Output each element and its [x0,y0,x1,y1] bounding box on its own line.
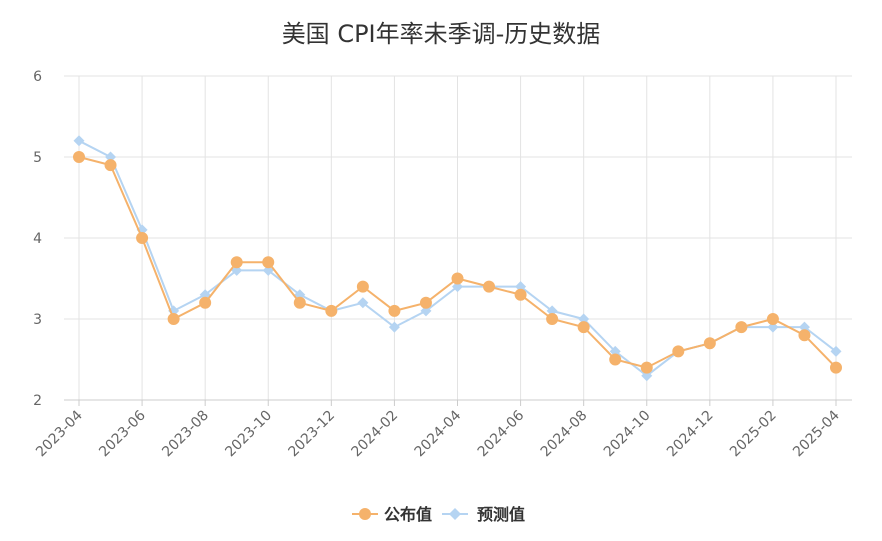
data-point-actual [419,296,432,309]
data-point-actual [766,313,779,325]
data-point-forecast [767,321,779,333]
data-point-actual [104,159,117,172]
data-point-actual [577,321,590,334]
data-point-actual [798,329,811,342]
x-tick-label: 2024-06 [475,407,528,460]
legend-marker-diamond [449,508,461,520]
data-point-forecast [641,370,653,382]
data-point-forecast [830,345,842,357]
data-point-actual [356,280,369,293]
x-tick-label: 2023-10 [222,408,275,461]
data-point-actual [388,304,401,317]
chart-title: 美国 CPI年率未季调-历史数据 [281,20,601,48]
data-point-actual [483,280,496,293]
data-point-actual [640,361,653,374]
data-point-forecast [420,305,432,317]
data-point-forecast [357,297,369,309]
data-point-forecast [73,135,85,147]
data-point-actual [73,151,85,163]
data-point-actual [199,296,212,309]
data-point-forecast [388,321,400,333]
y-tick-label: 3 [33,312,42,328]
data-point-forecast [609,345,621,357]
data-point-actual [830,361,842,374]
data-point-actual [230,256,243,269]
x-tick-label: 2024-12 [664,408,717,461]
data-point-actual [167,313,180,325]
x-tick-label: 2025-02 [727,408,780,461]
y-tick-label: 5 [33,150,42,166]
legend-label: 公布值 [384,505,432,524]
data-point-actual [703,337,716,350]
x-tick-label: 2024-04 [412,407,465,460]
data-point-forecast [546,305,558,317]
data-point-forecast [262,264,274,276]
x-tick-label: 2023-12 [285,408,338,461]
data-point-forecast [294,289,306,301]
data-point-actual [451,272,464,285]
data-point-forecast [231,264,243,276]
x-tick-label: 2023-08 [159,408,212,461]
data-point-actual [293,296,306,309]
data-point-forecast [515,281,527,293]
legend-label: 预测值 [477,505,525,524]
data-point-forecast [452,281,463,293]
data-point-actual [325,304,338,317]
y-tick-label: 2 [33,393,42,409]
data-point-forecast [105,151,117,163]
x-tick-label: 2023-04 [33,407,86,460]
legend-marker-circle [359,508,371,520]
data-point-actual [609,353,622,366]
data-point-actual [514,288,527,301]
data-point-actual [136,232,149,244]
data-point-actual [546,313,559,325]
x-tick-label: 2024-10 [601,408,654,461]
data-point-forecast [578,313,590,325]
y-tick-label: 4 [33,231,42,247]
data-point-actual [672,345,685,358]
x-tick-label: 2025-04 [790,407,843,460]
x-tick-label: 2024-02 [349,408,402,461]
data-point-forecast [798,321,810,333]
data-point-actual [735,321,748,334]
x-tick-label: 2024-08 [538,408,591,461]
x-tick-label: 2023-06 [96,407,149,460]
y-tick-label: 6 [33,69,42,85]
data-point-forecast [199,289,211,301]
data-point-actual [262,256,275,269]
